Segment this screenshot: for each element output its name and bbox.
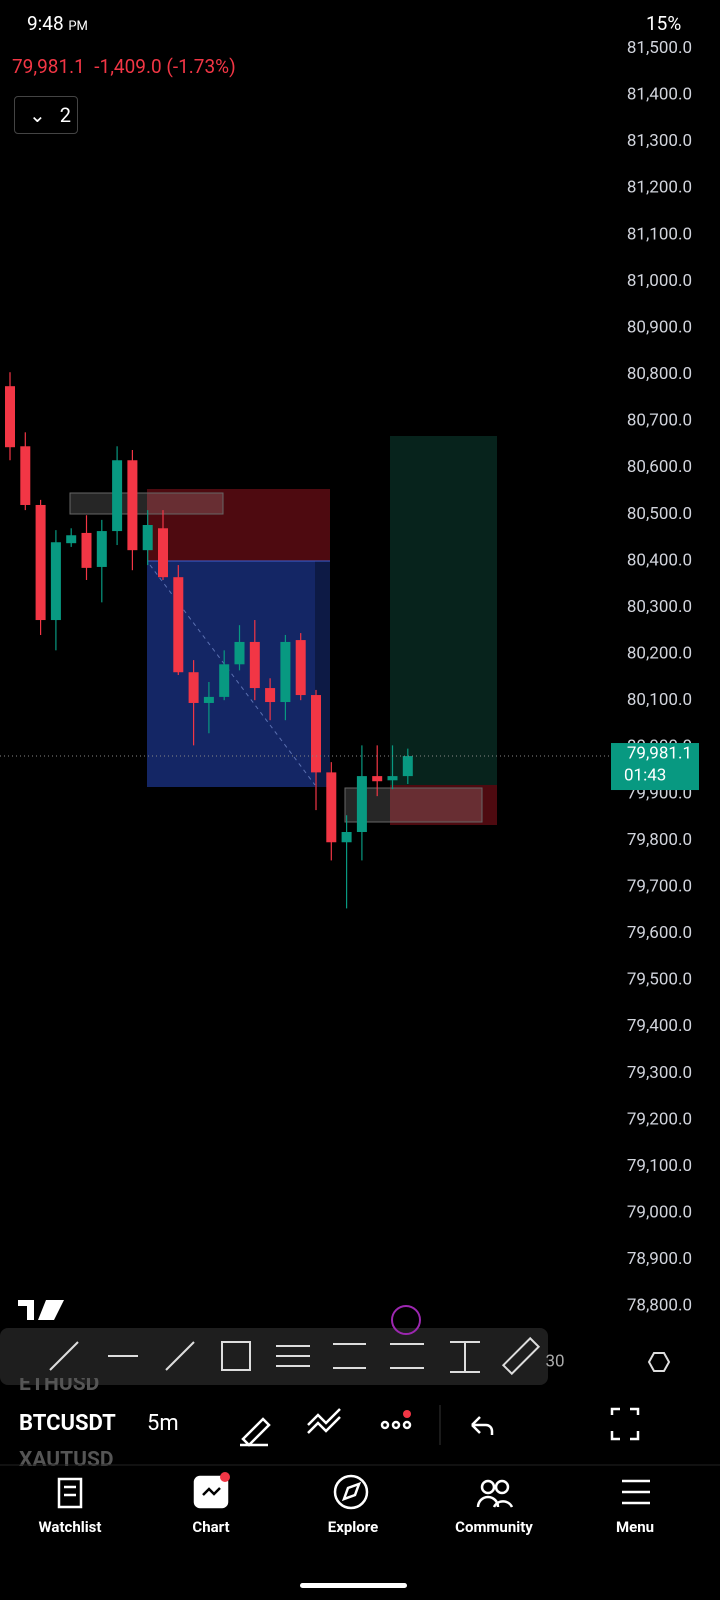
- last-price-label: 79,981.1: [627, 744, 692, 764]
- layout-count: 2: [59, 103, 72, 127]
- candle-body: [249, 641, 260, 689]
- y-tick-label: 80,400.0: [627, 550, 692, 570]
- home-indicator: [300, 1583, 407, 1588]
- bottom-icons: [0, 1405, 720, 1588]
- candle-body: [387, 776, 398, 781]
- nav-item[interactable]: Community: [455, 1518, 533, 1536]
- candle-body: [173, 577, 184, 673]
- target-zone: [390, 436, 497, 785]
- candle-body: [50, 542, 61, 621]
- candle-body: [372, 776, 383, 782]
- candle-body: [20, 446, 31, 505]
- interval[interactable]: 5m: [147, 1411, 179, 1436]
- candle-body: [203, 696, 214, 703]
- candle-body: [96, 531, 107, 567]
- y-tick-label: 78,900.0: [627, 1249, 692, 1269]
- candle-body: [66, 535, 77, 544]
- price-header: 79,981.1 -1,409.0 (-1.73%): [12, 55, 236, 78]
- time: 9:48: [27, 12, 64, 35]
- candle-body: [35, 504, 46, 621]
- y-tick-label: 81,500.0: [627, 38, 692, 58]
- y-tick-label: 80,600.0: [627, 457, 692, 477]
- last-price-badge: [611, 743, 699, 791]
- y-tick-label: 81,100.0: [627, 224, 692, 244]
- candle-body: [341, 832, 352, 843]
- candles: [5, 372, 413, 909]
- candle-body: [219, 664, 230, 697]
- alert-icon[interactable]: [391, 1305, 421, 1335]
- status-time: 9:48 PM: [27, 12, 88, 35]
- y-tick-label: 81,000.0: [627, 271, 692, 291]
- range-box: [69, 492, 224, 515]
- draw-icon[interactable]: [240, 1417, 271, 1447]
- y-tick-label: 79,400.0: [627, 1016, 692, 1036]
- ampm: PM: [68, 19, 88, 34]
- candle-body: [265, 688, 276, 703]
- symbol[interactable]: XAUTUSD: [19, 1448, 114, 1466]
- y-tick-label: 80,100.0: [627, 690, 692, 710]
- y-tick-label: 79,600.0: [627, 923, 692, 943]
- symbol-list[interactable]: ETHUSD BTCUSDT XAUTUSD: [0, 1378, 122, 1466]
- toolbar-icons[interactable]: [49, 1336, 671, 1376]
- candle-body: [326, 772, 337, 843]
- candle-body: [402, 756, 413, 777]
- y-tick-label: 79,700.0: [627, 876, 692, 896]
- y-tick-label: 80,300.0: [627, 597, 692, 617]
- fullscreen-icon[interactable]: [610, 1407, 640, 1441]
- y-tick-label: 81,300.0: [627, 131, 692, 151]
- price-change: -1,409.0 (-1.73%): [94, 55, 236, 78]
- y-tick-label: 80,800.0: [627, 364, 692, 384]
- y-tick-label: 80,200.0: [627, 644, 692, 664]
- candle-body: [356, 776, 367, 833]
- candle-body: [280, 641, 291, 703]
- logo: [18, 1300, 64, 1320]
- candle-body: [158, 528, 168, 578]
- candle-body: [295, 640, 306, 696]
- y-tick-label: 80,900.0: [627, 317, 692, 337]
- trend-line: [149, 564, 316, 786]
- nav-item[interactable]: Watchlist: [38, 1518, 102, 1536]
- candle-body: [311, 695, 321, 773]
- nav-item[interactable]: Chart: [192, 1518, 230, 1536]
- layout-toggle[interactable]: ⌄ 2: [14, 96, 78, 134]
- y-tick-label: 78,800.0: [627, 1296, 692, 1316]
- candle-body: [81, 532, 92, 568]
- price: 79,981.1: [12, 55, 85, 78]
- y-tick-label: 79,100.0: [627, 1156, 692, 1176]
- candle-body: [234, 641, 245, 665]
- y-tick-label: 79,800.0: [627, 830, 692, 850]
- indicator-icon[interactable]: [307, 1408, 341, 1434]
- y-tick-label: 80,700.0: [627, 411, 692, 431]
- y-tick-label: 80,500.0: [627, 504, 692, 524]
- symbol[interactable]: ETHUSD: [19, 1378, 100, 1396]
- nav-item[interactable]: Explore: [327, 1518, 379, 1536]
- x-tick-label: 30: [545, 1351, 564, 1371]
- candle-body: [127, 460, 138, 551]
- stop-zone: [147, 489, 330, 561]
- battery: 15%: [646, 12, 682, 35]
- candle-body: [5, 386, 15, 448]
- countdown: 01:43: [624, 766, 666, 786]
- undo-icon[interactable]: [471, 1416, 494, 1435]
- candle-body: [188, 672, 199, 703]
- y-tick-label: 79,200.0: [627, 1109, 692, 1129]
- y-tick-label: 81,400.0: [627, 85, 692, 105]
- range-box: [344, 787, 483, 823]
- y-tick-label: 79,000.0: [627, 1203, 692, 1223]
- candle-body: [112, 460, 123, 532]
- nav-item[interactable]: Menu: [615, 1518, 655, 1536]
- y-tick-label: 79,300.0: [627, 1063, 692, 1083]
- y-tick-label: 79,500.0: [627, 970, 692, 990]
- candle-body: [142, 525, 153, 551]
- drawing-toolbar: [0, 1328, 548, 1385]
- symbol[interactable]: BTCUSDT: [19, 1411, 116, 1436]
- y-tick-label: 81,200.0: [627, 178, 692, 198]
- stop-zone: [390, 785, 497, 825]
